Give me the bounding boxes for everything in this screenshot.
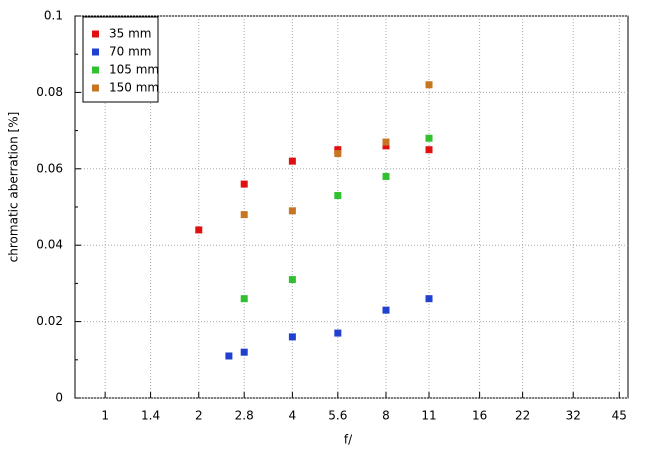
point — [334, 329, 342, 337]
point — [334, 192, 342, 200]
legend-swatch — [92, 84, 99, 92]
y-tick-label: 0.1 — [44, 9, 63, 23]
legend-label: 70 mm — [109, 45, 151, 59]
point — [288, 157, 296, 165]
x-tick-label: 11 — [421, 409, 436, 423]
legend-swatch — [92, 48, 99, 56]
x-tick-label: 16 — [472, 409, 487, 423]
x-tick-label: 2.8 — [235, 409, 254, 423]
point — [382, 306, 390, 314]
point — [225, 352, 233, 360]
x-tick-label: 1 — [101, 409, 109, 423]
x-tick-label: 5.6 — [328, 409, 347, 423]
y-tick-label: 0.04 — [36, 238, 63, 252]
point — [382, 138, 390, 146]
point — [288, 207, 296, 215]
legend-label: 105 mm — [109, 63, 159, 77]
point — [382, 142, 390, 150]
y-axis-label: chromatic aberration [%] — [7, 112, 21, 263]
point — [425, 134, 433, 142]
point — [334, 146, 342, 154]
point — [382, 172, 390, 180]
x-tick-label: 1.4 — [141, 409, 160, 423]
point — [425, 81, 433, 89]
x-tick-label: 8 — [382, 409, 390, 423]
x-tick-label: 32 — [566, 409, 581, 423]
point — [240, 211, 248, 219]
point — [288, 276, 296, 284]
x-tick-label: 22 — [515, 409, 530, 423]
legend-swatch — [92, 66, 99, 74]
point — [425, 146, 433, 154]
x-tick-label: 4 — [289, 409, 297, 423]
legend-swatch — [92, 30, 99, 38]
legend-label: 150 mm — [109, 81, 159, 95]
point — [240, 295, 248, 303]
y-tick-label: 0.02 — [36, 314, 63, 328]
y-tick-label: 0 — [55, 391, 63, 405]
point — [288, 333, 296, 341]
point — [195, 226, 203, 234]
x-axis-label: f/ — [344, 433, 353, 447]
x-tick-label: 45 — [612, 409, 627, 423]
point — [425, 295, 433, 303]
legend-label: 35 mm — [109, 27, 151, 41]
y-tick-label: 0.06 — [36, 161, 63, 175]
y-tick-label: 0.08 — [36, 85, 63, 99]
point — [334, 150, 342, 158]
point — [240, 180, 248, 188]
x-tick-label: 2 — [195, 409, 203, 423]
point — [240, 348, 248, 356]
